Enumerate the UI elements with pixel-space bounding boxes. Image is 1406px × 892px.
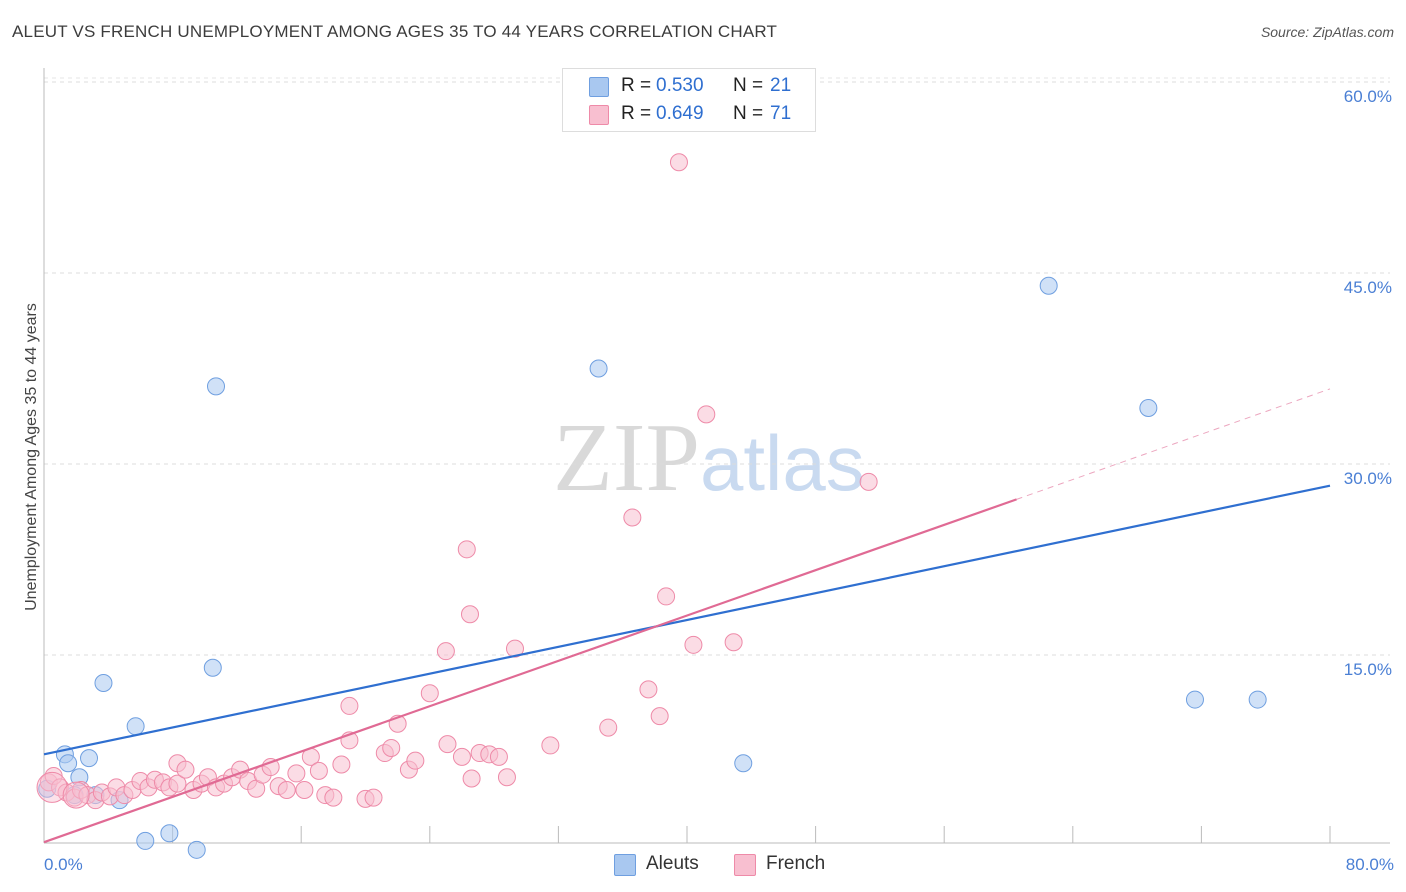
french-point xyxy=(599,718,618,737)
aleuts-legend-swatch xyxy=(614,854,636,876)
french-point xyxy=(697,405,716,424)
french-point xyxy=(505,639,524,658)
tick-labels: 15.0% 30.0% 45.0% 60.0% 0.0% 80.0% xyxy=(44,87,1394,874)
aleuts-point xyxy=(160,824,179,843)
french-point xyxy=(859,472,878,491)
trend-lines xyxy=(43,388,1331,844)
aleuts-point xyxy=(136,831,155,850)
series-french-points xyxy=(39,153,878,810)
aleuts-point xyxy=(80,749,99,768)
r-value: 0.530 xyxy=(656,75,704,96)
french-point xyxy=(639,680,658,699)
y-tick-label: 45.0% xyxy=(1344,278,1392,297)
aleuts-point xyxy=(1248,690,1267,709)
aleuts-point xyxy=(1039,276,1058,295)
x-tick-label: 80.0% xyxy=(1346,855,1394,874)
french-point xyxy=(364,788,383,807)
legend-label: French xyxy=(766,853,826,874)
aleuts-point xyxy=(1139,398,1158,417)
n-value: 21 xyxy=(770,75,792,96)
watermark: ZIPatlas xyxy=(553,400,865,514)
french-point xyxy=(438,735,457,754)
french-point xyxy=(650,707,669,726)
r-label: R = xyxy=(621,103,652,124)
french-point xyxy=(724,633,743,652)
french-point xyxy=(406,751,425,770)
french-point xyxy=(324,788,343,807)
aleuts-point xyxy=(734,754,753,773)
grid-lines xyxy=(44,77,1390,656)
french-point xyxy=(489,747,508,766)
data-points xyxy=(36,153,1267,859)
chart-title: ALEUT VS FRENCH UNEMPLOYMENT AMONG AGES … xyxy=(12,22,778,41)
french-point xyxy=(382,738,401,757)
french-point xyxy=(277,780,296,799)
watermark-atlas: atlas xyxy=(700,419,865,507)
french-point xyxy=(309,761,328,780)
aleuts-point xyxy=(59,754,78,773)
y-tick-label: 60.0% xyxy=(1344,87,1392,106)
french-cluster-point xyxy=(36,771,68,803)
french-point xyxy=(452,747,471,766)
r-value: 0.649 xyxy=(656,103,704,124)
french-point xyxy=(541,736,560,755)
french-point xyxy=(340,696,359,715)
stats-box: R = 0.530 N = 21 R = 0.649 N = 71 xyxy=(562,68,816,132)
french-point xyxy=(332,755,351,774)
n-label: N = xyxy=(733,103,764,124)
aleuts-point xyxy=(207,377,226,396)
watermark-zip: ZIP xyxy=(553,404,700,512)
french-trend-line xyxy=(43,498,1017,844)
aleuts-point xyxy=(1185,690,1204,709)
y-tick-label: 30.0% xyxy=(1344,469,1392,488)
aleuts-point xyxy=(187,840,206,859)
french-trend-extension xyxy=(1016,388,1331,500)
french-cluster-point xyxy=(62,781,90,809)
french-swatch xyxy=(589,105,609,125)
french-point xyxy=(295,780,314,799)
french-point xyxy=(462,769,481,788)
french-point xyxy=(176,760,195,779)
french-legend-swatch xyxy=(734,854,756,876)
french-point xyxy=(460,605,479,624)
source-label: Source: ZipAtlas.com xyxy=(1260,24,1394,40)
y-tick-label: 15.0% xyxy=(1344,660,1392,679)
french-point xyxy=(436,642,455,661)
aleuts-point xyxy=(126,717,145,736)
aleuts-trend-line xyxy=(43,484,1331,756)
aleuts-point xyxy=(203,658,222,677)
n-value: 71 xyxy=(770,103,792,124)
french-point xyxy=(168,774,187,793)
legend-label: Aleuts xyxy=(646,853,699,874)
french-point xyxy=(623,508,642,527)
french-point xyxy=(657,587,676,606)
aleuts-point xyxy=(94,674,113,693)
aleuts-swatch xyxy=(589,77,609,97)
axes xyxy=(43,68,1390,844)
aleuts-point xyxy=(589,359,608,378)
french-point xyxy=(420,684,439,703)
french-point xyxy=(684,635,703,654)
french-point xyxy=(457,540,476,559)
series-aleuts-points xyxy=(38,276,1267,859)
n-label: N = xyxy=(733,75,764,96)
french-point xyxy=(669,153,688,172)
r-label: R = xyxy=(621,75,652,96)
french-point xyxy=(287,764,306,783)
x-tick-label: 0.0% xyxy=(44,855,83,874)
french-point xyxy=(497,768,516,787)
